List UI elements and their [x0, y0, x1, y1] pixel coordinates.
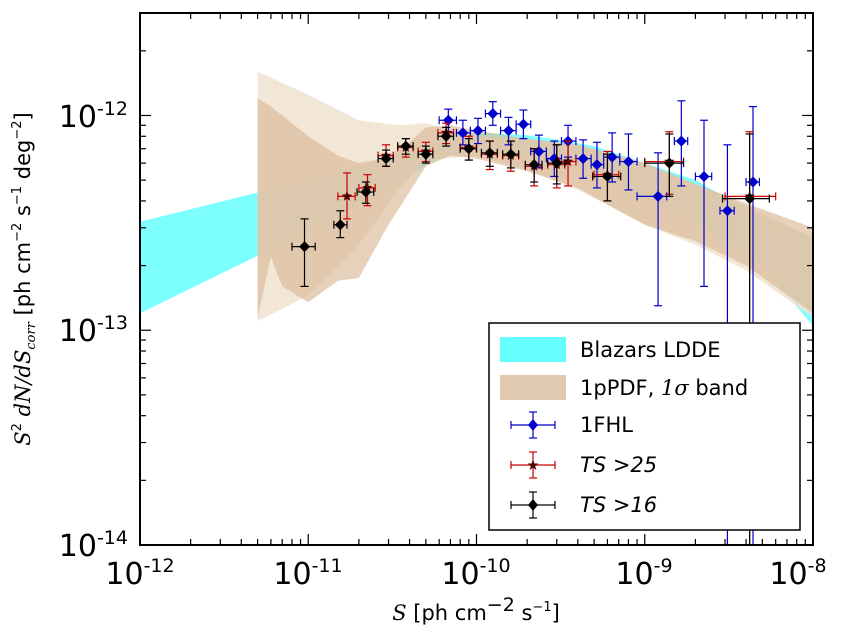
diamond-marker [517, 118, 529, 130]
diamond-marker [591, 159, 603, 171]
x-tick-label-1e-9: 10-9 [615, 555, 672, 592]
diamond-marker [457, 127, 469, 139]
point-TS>16-4 [397, 138, 414, 155]
point-1FHL-15 [694, 119, 713, 287]
diamond-marker [577, 153, 589, 165]
diamond-marker [698, 170, 710, 182]
point-1FHL-14 [673, 100, 689, 187]
point-TS>16-11 [547, 144, 566, 185]
point-1FHL-4 [499, 116, 517, 146]
legend-marker-ts25 [510, 451, 556, 479]
diamond-marker [505, 148, 517, 160]
diamond-marker [744, 193, 756, 205]
star-marker [562, 156, 574, 166]
points-layer [291, 100, 777, 545]
point-TS>16-2 [356, 181, 375, 204]
diamond-marker [442, 114, 454, 126]
point-TS>16-5 [417, 145, 434, 164]
star-marker [341, 190, 353, 201]
star-marker [362, 182, 373, 193]
diamond-marker [420, 148, 432, 160]
diamond-marker [622, 156, 634, 168]
diamond-marker [463, 143, 475, 155]
bands-layer [140, 71, 813, 326]
diamond-marker [675, 135, 687, 147]
legend-marker-1fhl [510, 411, 556, 439]
y-tick-label-1e-12: 10-12 [59, 98, 128, 135]
diamond-marker [299, 241, 311, 253]
x-tick-label-1e-10: 10-10 [441, 555, 510, 592]
diamond-marker [380, 153, 392, 165]
point-1FHL-1 [455, 119, 472, 146]
diamond-marker [472, 125, 484, 137]
diamond-marker [484, 147, 496, 159]
diamond-marker [652, 190, 664, 202]
diamond-marker [487, 108, 499, 120]
diamond-marker [360, 186, 372, 198]
point-TS>16-3 [377, 149, 394, 167]
point-TS>16-13 [644, 133, 685, 197]
diamond-marker [400, 140, 412, 152]
point-1FHL-9 [575, 139, 592, 179]
legend: Blazars LDDE 1pPDF, 1σ band 1FHL TS >25 [488, 322, 801, 531]
band-2 [257, 98, 813, 318]
diamond-marker [747, 176, 759, 188]
legend-label-ts16: TS >16 [580, 493, 657, 517]
plot-frame [139, 12, 814, 546]
x-axis-label: S [ph cm−2 s−1] [392, 594, 560, 625]
legend-label-1fhl: 1FHL [580, 413, 633, 437]
diamond-marker [721, 205, 733, 217]
point-1FHL-12 [619, 133, 638, 191]
point-TS>25-0 [337, 172, 356, 220]
legend-swatch-1ppdf [500, 375, 566, 400]
diamond-marker [334, 219, 346, 231]
point-1FHL-10 [590, 141, 605, 189]
point-1FHL-2 [469, 117, 487, 145]
point-TS>16-10 [524, 148, 543, 183]
legend-label-ts25: TS >25 [580, 453, 657, 477]
point-TS>16-6 [437, 126, 455, 147]
diamond-marker [601, 170, 613, 182]
legend-label-ldde: Blazars LDDE [580, 338, 721, 362]
diamond-marker [551, 157, 563, 169]
band-1 [257, 71, 813, 322]
point-1FHL-3 [484, 101, 502, 126]
legend-label-1ppdf: 1pPDF, 1σ band [580, 376, 748, 400]
point-TS>16-1 [333, 210, 348, 239]
point-1FHL-13 [636, 152, 668, 307]
legend-marker-ts16 [510, 491, 556, 519]
x-tick-label-1e-11: 10-11 [273, 555, 342, 592]
point-TS>16-8 [480, 140, 498, 167]
diamond-marker [503, 125, 515, 137]
y-tick-label-1e-14: 10-14 [59, 527, 128, 564]
y-axis-label: S2 dN/dScorr [ph cm−2 s−1 deg−2] [10, 112, 39, 445]
x-tick-label-1e-12: 10-12 [105, 555, 174, 592]
legend-swatch-ldde [500, 337, 566, 362]
point-TS>16-12 [592, 153, 622, 202]
diamond-marker [663, 157, 675, 169]
x-tick-label-1e-8: 10-8 [769, 555, 826, 592]
point-1FHL-5 [515, 109, 532, 140]
diamond-marker [440, 130, 452, 142]
diamond-marker [528, 159, 540, 171]
point-TS>16-7 [459, 138, 478, 161]
point-TS>16-9 [502, 140, 520, 169]
y-tick-label-1e-13: 10-13 [59, 312, 128, 349]
point-TS>16-0 [291, 218, 316, 287]
